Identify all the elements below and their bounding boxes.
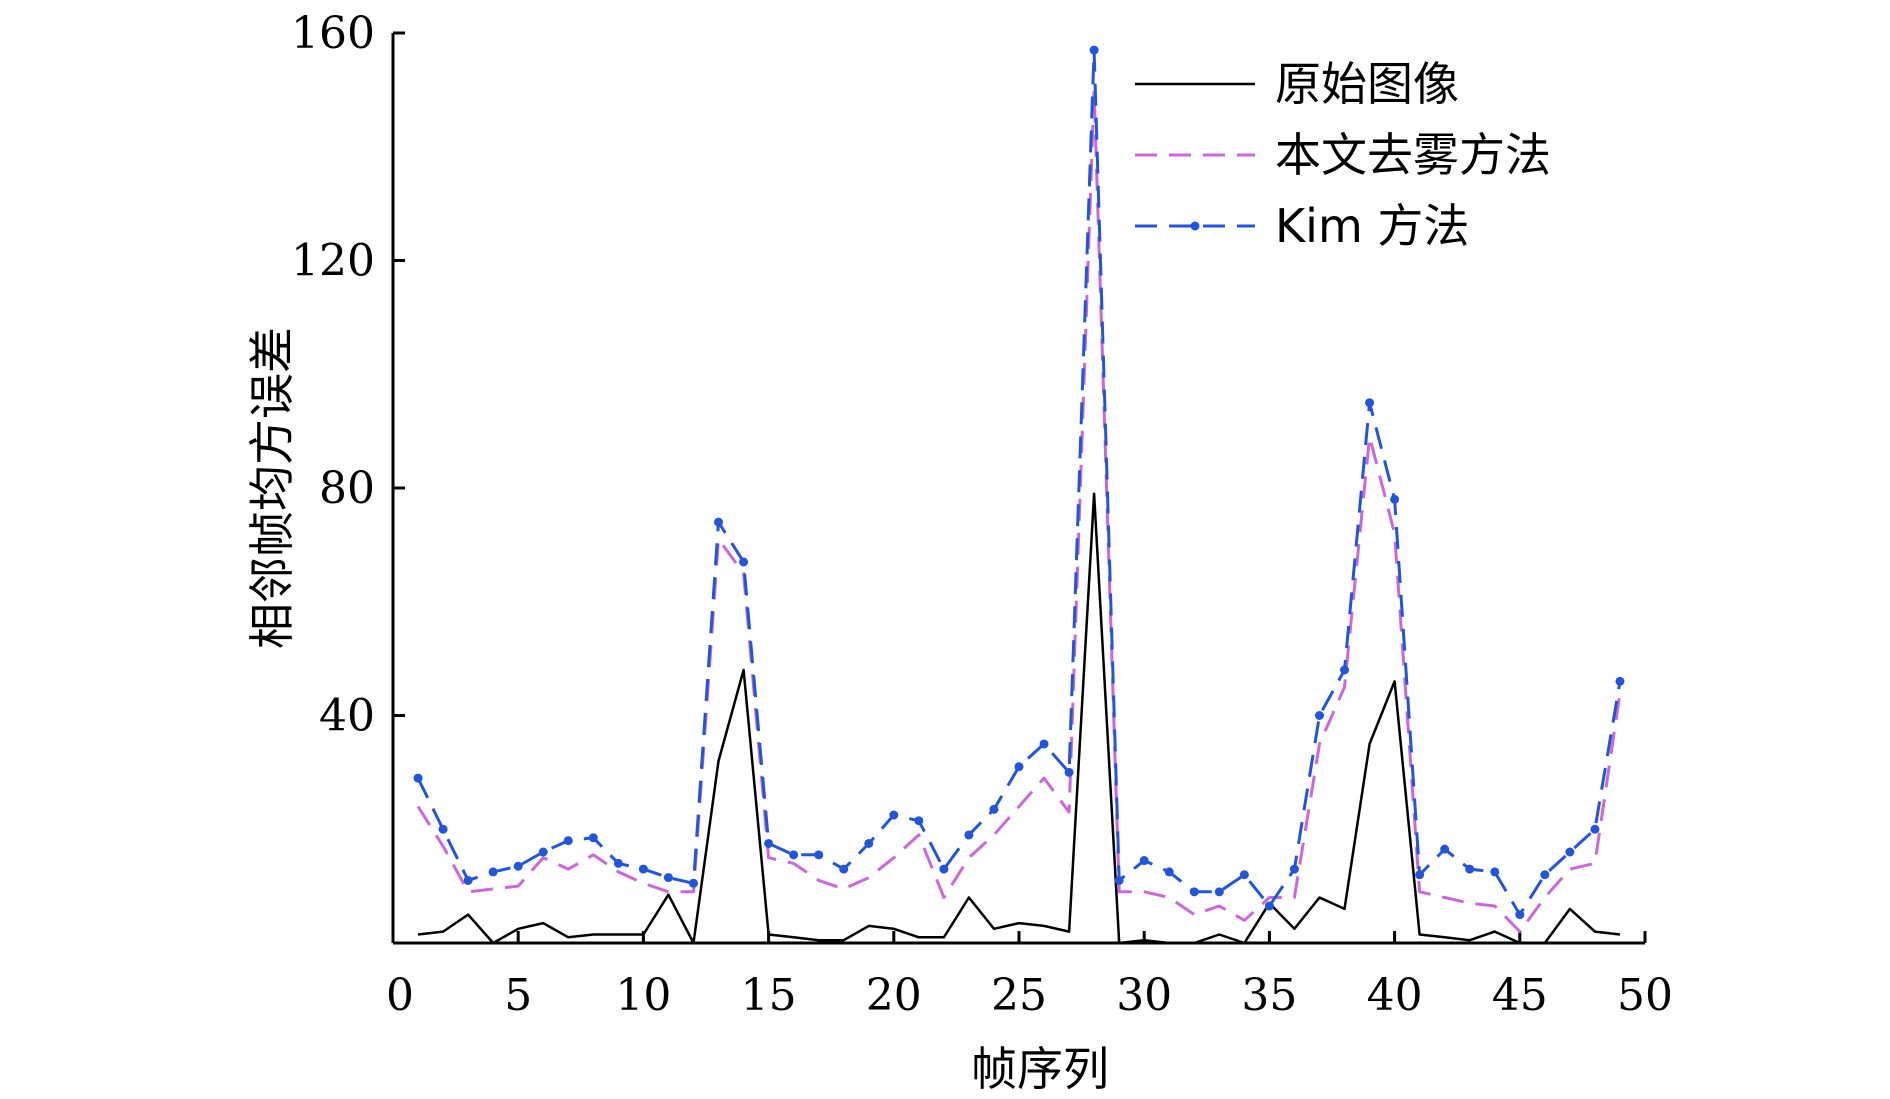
data-point: [438, 824, 448, 834]
data-point: [1465, 864, 1475, 874]
data-point: [1014, 762, 1024, 772]
data-point: [638, 864, 648, 874]
data-point: [989, 804, 999, 814]
series-line-2: [416, 88, 1622, 934]
data-point: [1239, 870, 1249, 880]
data-point: [563, 836, 573, 846]
data-point: [538, 847, 548, 857]
data-point: [739, 557, 749, 567]
data-point: [1490, 867, 1500, 877]
x-tick-label: 45: [1492, 970, 1548, 1021]
data-point: [1039, 739, 1049, 749]
legend-label-2: 本文去雾方法: [1275, 128, 1551, 182]
data-point: [814, 850, 824, 860]
data-point: [1114, 875, 1124, 885]
data-point: [1089, 45, 1099, 55]
legend-marker: [1190, 221, 1200, 231]
data-point: [463, 875, 473, 885]
y-axis-title: 相邻帧均方误差: [245, 327, 299, 649]
y-tick-label: 80: [319, 463, 375, 514]
x-tick-label: 30: [1116, 970, 1172, 1021]
x-tick-label: 5: [504, 970, 532, 1021]
data-point: [1214, 887, 1224, 897]
data-point: [513, 861, 523, 871]
data-point: [1064, 767, 1074, 777]
data-point: [789, 850, 799, 860]
data-point: [1515, 910, 1525, 920]
x-tick-label: 25: [991, 970, 1047, 1021]
data-point: [1139, 856, 1149, 866]
x-tick-label: 15: [741, 970, 797, 1021]
x-tick-label: 35: [1241, 970, 1297, 1021]
data-point: [488, 867, 498, 877]
legend-label-3: Kim 方法: [1275, 199, 1469, 253]
data-point: [1440, 844, 1450, 854]
data-point: [764, 838, 774, 848]
data-point: [1540, 870, 1550, 880]
y-tick-label: 160: [291, 8, 375, 59]
data-point: [939, 864, 949, 874]
marker-layer: [413, 45, 1625, 920]
data-point: [964, 830, 974, 840]
data-point: [1340, 665, 1350, 675]
x-tick-label: 40: [1367, 970, 1423, 1021]
data-point: [1264, 901, 1274, 911]
data-point: [1615, 676, 1625, 686]
x-axis-title: 帧序列: [971, 1042, 1109, 1096]
data-point: [864, 838, 874, 848]
data-point: [413, 773, 423, 783]
x-tick-label: 10: [615, 970, 671, 1021]
y-tick-label: 120: [291, 236, 375, 287]
x-tick-label: 20: [866, 970, 922, 1021]
data-point: [1314, 711, 1324, 720]
y-tick-label: 40: [319, 691, 375, 742]
data-point: [588, 833, 598, 843]
axes-layer: 0 5 10 15 20 25 30 35 40 45 50 40 80 120 160: [291, 8, 1673, 1021]
data-point: [1189, 887, 1199, 897]
data-point: [688, 878, 698, 888]
data-point: [1365, 398, 1375, 408]
data-point: [714, 517, 724, 527]
series-layer: [416, 48, 1622, 945]
data-point: [839, 864, 849, 874]
x-tick-label: 0: [386, 970, 414, 1021]
data-point: [613, 858, 623, 868]
data-point: [914, 816, 924, 826]
data-point: [1590, 824, 1600, 834]
data-point: [1415, 870, 1425, 880]
series-line-1: [417, 492, 1621, 945]
data-point: [1164, 867, 1174, 877]
data-point: [1289, 864, 1299, 874]
data-point: [1390, 494, 1400, 504]
legend-label-1: 原始图像: [1275, 57, 1459, 111]
data-point: [1565, 847, 1575, 857]
data-point: [663, 873, 673, 883]
data-point: [889, 810, 899, 820]
x-tick-label: 50: [1617, 970, 1673, 1021]
